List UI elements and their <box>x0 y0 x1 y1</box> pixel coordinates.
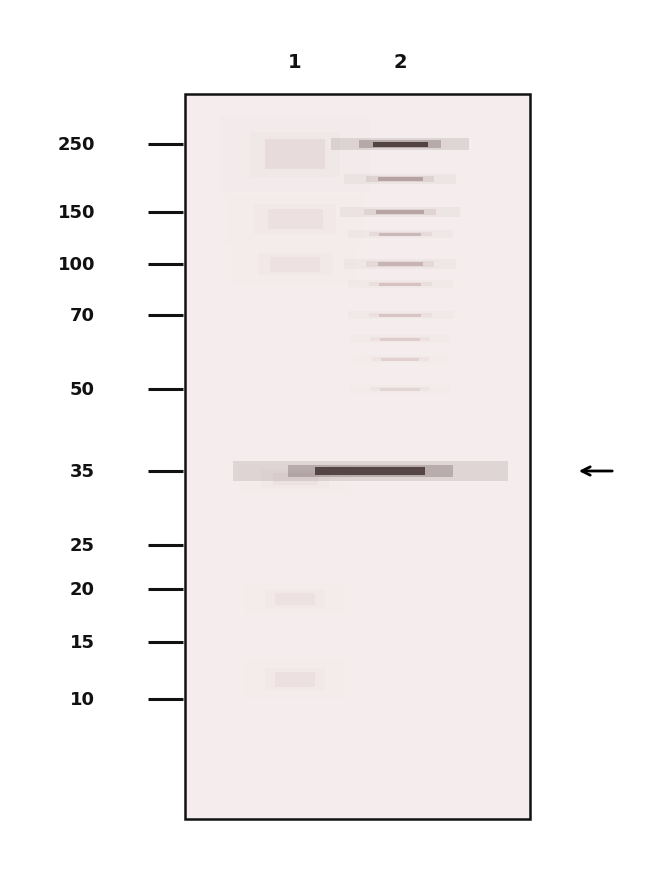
Bar <box>378 262 422 267</box>
Bar <box>348 312 452 320</box>
Bar <box>366 176 434 182</box>
Bar <box>370 388 430 392</box>
Bar <box>340 208 460 218</box>
Bar <box>233 461 508 481</box>
Bar <box>265 140 325 169</box>
Bar <box>265 590 325 608</box>
Bar <box>379 233 421 236</box>
Bar <box>220 117 370 192</box>
Bar <box>185 95 530 819</box>
Text: 100: 100 <box>57 255 95 274</box>
Bar <box>233 246 358 283</box>
Bar <box>287 466 452 477</box>
Bar <box>381 358 419 362</box>
Bar <box>348 281 452 289</box>
Bar <box>364 209 436 216</box>
Text: 50: 50 <box>70 381 95 399</box>
Text: 2: 2 <box>393 52 407 71</box>
Bar <box>239 464 351 494</box>
Text: 20: 20 <box>70 580 95 599</box>
Bar <box>376 211 424 215</box>
Bar <box>344 260 456 269</box>
Bar <box>272 474 317 486</box>
Bar <box>379 283 421 286</box>
Bar <box>350 335 450 343</box>
Text: 70: 70 <box>70 307 95 325</box>
Bar <box>359 141 441 149</box>
Bar <box>270 257 320 272</box>
Bar <box>372 357 428 362</box>
Text: 35: 35 <box>70 462 95 481</box>
Bar <box>379 314 421 317</box>
Bar <box>254 205 336 235</box>
Bar <box>261 470 329 488</box>
Bar <box>226 195 364 245</box>
Bar <box>245 584 345 614</box>
Text: 150: 150 <box>57 203 95 222</box>
Text: 1: 1 <box>288 52 302 71</box>
Bar <box>257 254 333 276</box>
Bar <box>369 282 432 287</box>
Bar <box>372 143 428 148</box>
Bar <box>315 468 425 475</box>
Bar <box>350 386 450 394</box>
Bar <box>250 132 340 177</box>
Bar <box>369 233 432 237</box>
Bar <box>268 209 322 229</box>
Text: 250: 250 <box>57 136 95 154</box>
Bar <box>344 175 456 185</box>
Text: 10: 10 <box>70 690 95 708</box>
Bar <box>352 355 447 363</box>
Bar <box>366 262 434 268</box>
Text: 25: 25 <box>70 536 95 554</box>
Bar <box>378 178 422 182</box>
Text: 15: 15 <box>70 634 95 651</box>
Bar <box>245 660 345 698</box>
Bar <box>380 338 420 342</box>
Bar <box>275 594 315 606</box>
Bar <box>370 337 430 342</box>
Bar <box>332 138 469 151</box>
Bar <box>275 672 315 687</box>
Bar <box>348 231 452 238</box>
Bar <box>265 668 325 691</box>
Bar <box>369 314 432 318</box>
Bar <box>380 388 420 391</box>
